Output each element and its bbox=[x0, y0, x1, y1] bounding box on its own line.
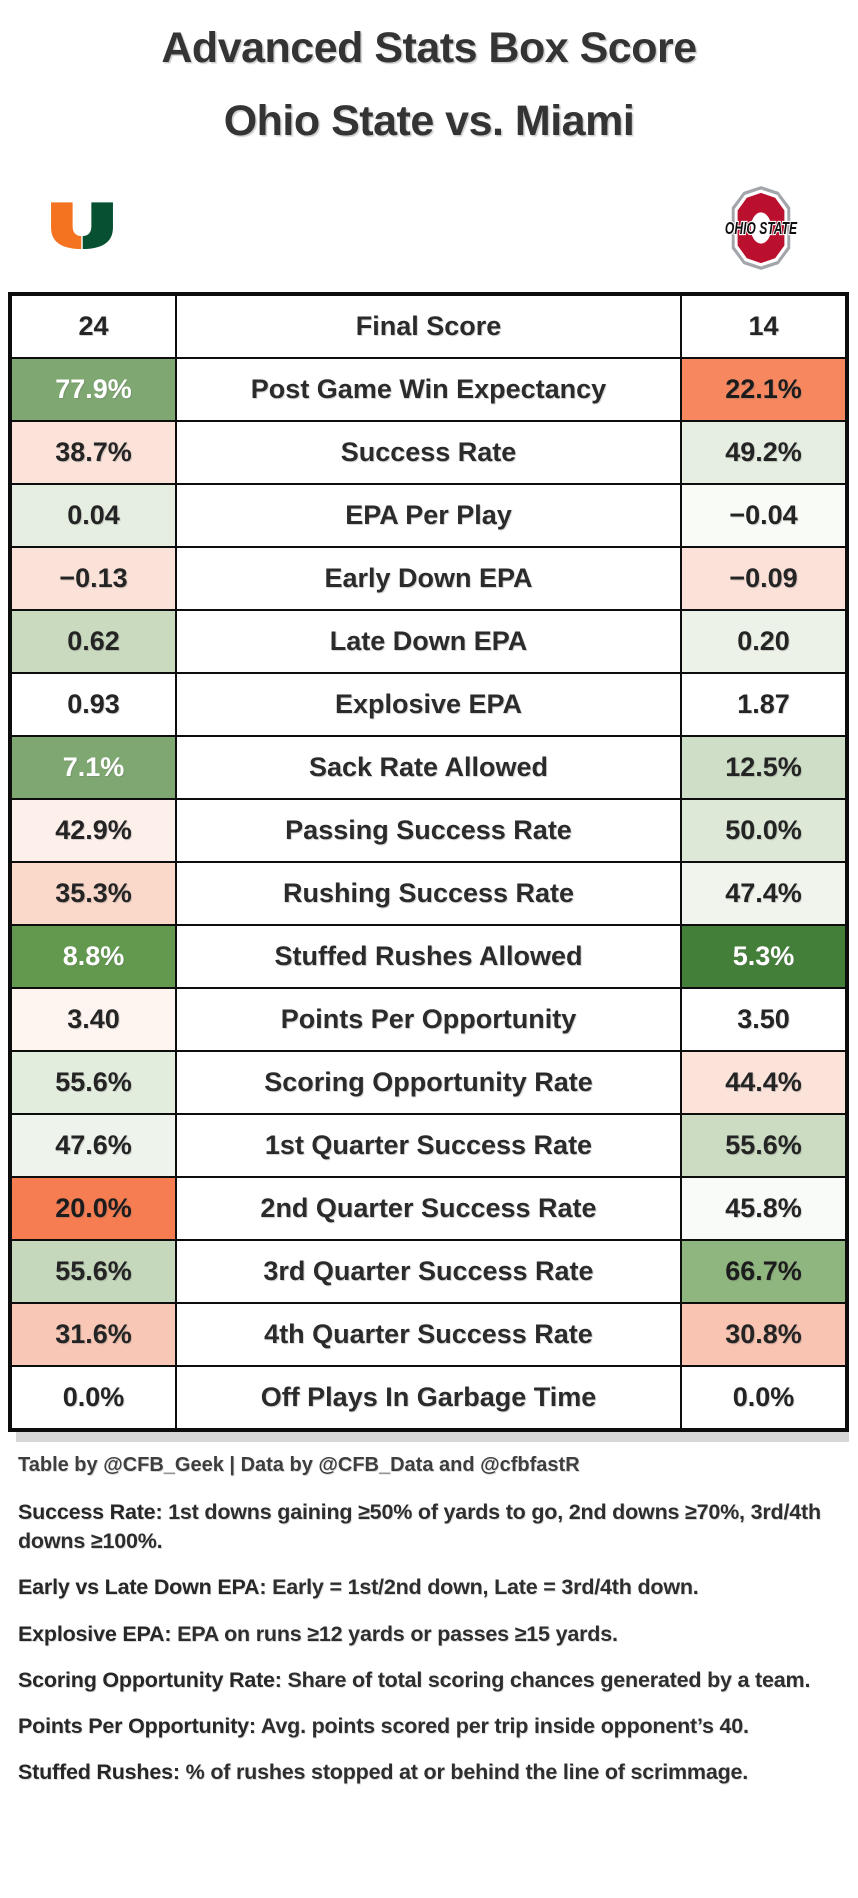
footnote: Success Rate: 1st downs gaining ≥50% of … bbox=[18, 1500, 821, 1554]
miami-value-cell: 31.6% bbox=[9, 1302, 177, 1367]
metric-cell: Final Score bbox=[175, 293, 682, 359]
ohio-state-value-cell: −0.09 bbox=[680, 546, 848, 611]
table-row: 24 Final Score 14 bbox=[9, 293, 848, 359]
ohio-state-value-cell: 14 bbox=[680, 293, 848, 359]
metric-cell: Points Per Opportunity bbox=[175, 987, 682, 1052]
metric-cell: Success Rate bbox=[175, 420, 682, 485]
table-row: 7.1% Sack Rate Allowed 12.5% bbox=[9, 735, 848, 800]
metric-cell: Early Down EPA bbox=[175, 546, 682, 611]
metric-cell: Off Plays In Garbage Time bbox=[175, 1365, 682, 1431]
miami-value-cell: 77.9% bbox=[9, 357, 177, 422]
table-row: 0.04 EPA Per Play −0.04 bbox=[9, 483, 848, 548]
miami-value-cell: 0.62 bbox=[9, 609, 177, 674]
miami-value-cell: 0.0% bbox=[9, 1365, 177, 1431]
footnote-label: Scoring Opportunity Rate bbox=[18, 1667, 275, 1692]
ohio-state-value-cell: 5.3% bbox=[680, 924, 848, 989]
footnote: Stuffed Rushes: % of rushes stopped at o… bbox=[18, 1760, 749, 1785]
miami-value-cell: 42.9% bbox=[9, 798, 177, 863]
miami-logo-icon bbox=[46, 202, 118, 255]
footnote-label: Success Rate bbox=[18, 1500, 156, 1524]
metric-cell: Explosive EPA bbox=[175, 672, 682, 737]
footer: Table by @CFB_Geek | Data by @CFB_Data a… bbox=[0, 1442, 858, 1788]
table-row: 3.40 Points Per Opportunity 3.50 bbox=[9, 987, 848, 1052]
table-row: 31.6% 4th Quarter Success Rate 30.8% bbox=[9, 1302, 848, 1367]
metric-cell: 3rd Quarter Success Rate bbox=[175, 1239, 682, 1304]
footnote: Scoring Opportunity Rate: Share of total… bbox=[18, 1667, 811, 1692]
footnote-label: Stuffed Rushes bbox=[18, 1760, 173, 1785]
table-row: 47.6% 1st Quarter Success Rate 55.6% bbox=[9, 1113, 848, 1178]
miami-value-cell: 35.3% bbox=[9, 861, 177, 926]
page-subtitle: Ohio State vs. Miami bbox=[223, 97, 635, 145]
ohio-state-value-cell: 30.8% bbox=[680, 1302, 848, 1367]
miami-value-cell: 8.8% bbox=[9, 924, 177, 989]
metric-cell: 1st Quarter Success Rate bbox=[175, 1113, 682, 1178]
miami-value-cell: 7.1% bbox=[9, 735, 177, 800]
metric-cell: 4th Quarter Success Rate bbox=[175, 1302, 682, 1367]
table-row: 0.93 Explosive EPA 1.87 bbox=[9, 672, 848, 737]
table-row: 77.9% Post Game Win Expectancy 22.1% bbox=[9, 357, 848, 422]
miami-value-cell: −0.13 bbox=[9, 546, 177, 611]
footnote: Points Per Opportunity: Avg. points scor… bbox=[18, 1714, 749, 1739]
metric-cell: Sack Rate Allowed bbox=[175, 735, 682, 800]
table-row: −0.13 Early Down EPA −0.09 bbox=[9, 546, 848, 611]
table-row: 55.6% 3rd Quarter Success Rate 66.7% bbox=[9, 1239, 848, 1304]
ohio-state-value-cell: 0.20 bbox=[680, 609, 848, 674]
miami-value-cell: 0.04 bbox=[9, 483, 177, 548]
ohio-state-value-cell: 55.6% bbox=[680, 1113, 848, 1178]
box-score-table-body: 24 Final Score 14 77.9% Post Game Win Expect… bbox=[9, 293, 848, 1431]
metric-cell: Post Game Win Expectancy bbox=[175, 357, 682, 422]
metric-cell: Scoring Opportunity Rate bbox=[175, 1050, 682, 1115]
ohio-state-logo-icon: OHIO STATE bbox=[722, 184, 800, 277]
miami-value-cell: 55.6% bbox=[9, 1239, 177, 1304]
table-row: 0.62 Late Down EPA 0.20 bbox=[9, 609, 848, 674]
ohio-state-value-cell: 0.0% bbox=[680, 1365, 848, 1431]
ohio-state-value-cell: 1.87 bbox=[680, 672, 848, 737]
footnote-label: Points Per Opportunity bbox=[18, 1714, 249, 1739]
ohio-state-value-cell: 3.50 bbox=[680, 987, 848, 1052]
metric-cell: Late Down EPA bbox=[175, 609, 682, 674]
attribution-line: Table by @CFB_Geek | Data by @CFB_Data a… bbox=[18, 1454, 580, 1476]
footnote: Early vs Late Down EPA: Early = 1st/2nd … bbox=[18, 1575, 699, 1600]
miami-value-cell: 0.93 bbox=[9, 672, 177, 737]
ohio-state-value-cell: 50.0% bbox=[680, 798, 848, 863]
table-source-divider bbox=[16, 1432, 849, 1442]
metric-cell: EPA Per Play bbox=[175, 483, 682, 548]
page-title: Advanced Stats Box Score bbox=[161, 24, 697, 72]
box-score-table: 24 Final Score 14 77.9% Post Game Win Expect… bbox=[8, 292, 849, 1432]
table-row: 20.0% 2nd Quarter Success Rate 45.8% bbox=[9, 1176, 848, 1241]
table-row: 38.7% Success Rate 49.2% bbox=[9, 420, 848, 485]
svg-text:OHIO STATE: OHIO STATE bbox=[725, 218, 798, 238]
miami-value-cell: 20.0% bbox=[9, 1176, 177, 1241]
table-row: 35.3% Rushing Success Rate 47.4% bbox=[9, 861, 848, 926]
metric-cell: Passing Success Rate bbox=[175, 798, 682, 863]
footnote: Explosive EPA: EPA on runs ≥12 yards or … bbox=[18, 1621, 618, 1646]
metric-cell: 2nd Quarter Success Rate bbox=[175, 1176, 682, 1241]
table-row: 55.6% Scoring Opportunity Rate 44.4% bbox=[9, 1050, 848, 1115]
table-row: 8.8% Stuffed Rushes Allowed 5.3% bbox=[9, 924, 848, 989]
miami-value-cell: 24 bbox=[9, 293, 177, 359]
footnotes: Success Rate: 1st downs gaining ≥50% of … bbox=[18, 1498, 858, 1788]
footnote-label: Explosive EPA bbox=[18, 1621, 165, 1646]
miami-value-cell: 55.6% bbox=[9, 1050, 177, 1115]
ohio-state-value-cell: 45.8% bbox=[680, 1176, 848, 1241]
ohio-state-value-cell: 66.7% bbox=[680, 1239, 848, 1304]
metric-cell: Rushing Success Rate bbox=[175, 861, 682, 926]
table-row: 0.0% Off Plays In Garbage Time 0.0% bbox=[9, 1365, 848, 1431]
metric-cell: Stuffed Rushes Allowed bbox=[175, 924, 682, 989]
miami-value-cell: 3.40 bbox=[9, 987, 177, 1052]
header: Advanced Stats Box Score Ohio State vs. … bbox=[0, 0, 858, 292]
ohio-state-value-cell: 44.4% bbox=[680, 1050, 848, 1115]
ohio-state-value-cell: 49.2% bbox=[680, 420, 848, 485]
miami-value-cell: 47.6% bbox=[9, 1113, 177, 1178]
table-row: 42.9% Passing Success Rate 50.0% bbox=[9, 798, 848, 863]
ohio-state-value-cell: 47.4% bbox=[680, 861, 848, 926]
ohio-state-value-cell: −0.04 bbox=[680, 483, 848, 548]
miami-value-cell: 38.7% bbox=[9, 420, 177, 485]
ohio-state-value-cell: 12.5% bbox=[680, 735, 848, 800]
ohio-state-value-cell: 22.1% bbox=[680, 357, 848, 422]
footnote-label: Early vs Late Down EPA bbox=[18, 1575, 260, 1600]
